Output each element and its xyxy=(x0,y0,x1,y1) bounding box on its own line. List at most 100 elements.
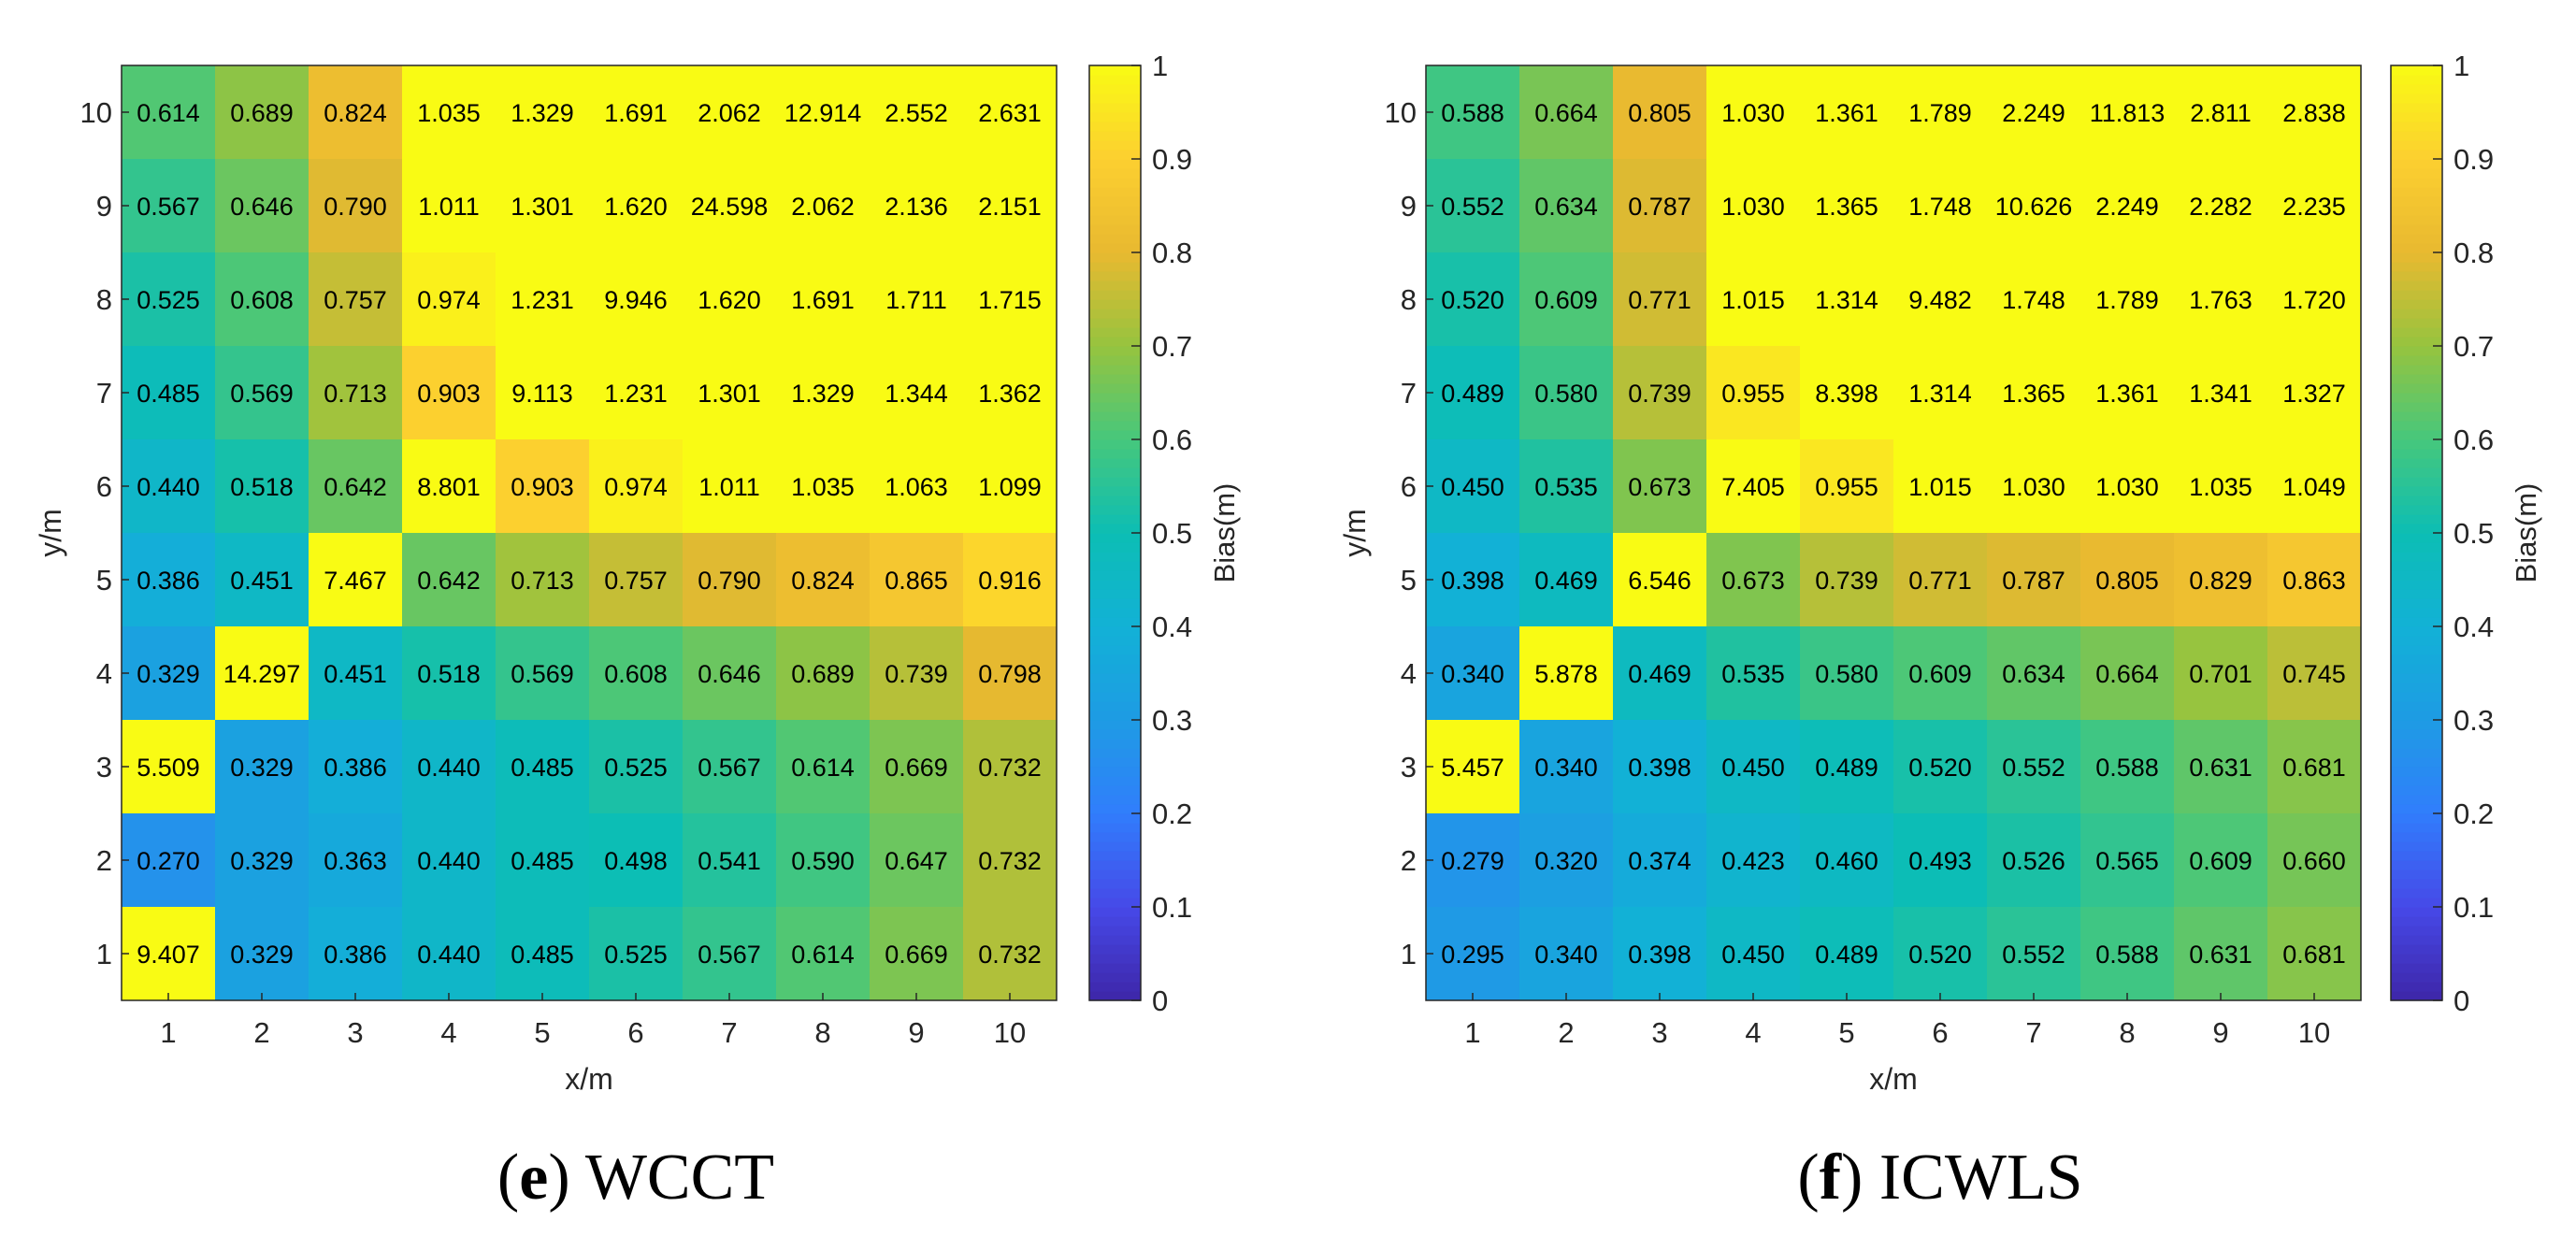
cell-value-label: 0.955 xyxy=(1721,380,1785,408)
colorbar-segment xyxy=(2391,804,2442,814)
colorbar-segment xyxy=(2391,991,2442,1001)
cell-value-label: 0.673 xyxy=(1721,567,1785,595)
heatmap-cell xyxy=(2174,720,2267,813)
cell-value-label: 0.681 xyxy=(2282,754,2346,782)
y-tick-label: 2 xyxy=(1401,844,1417,877)
heatmap-cell xyxy=(1613,533,1706,626)
colorbar-segment xyxy=(1089,299,1141,309)
colorbar-segment xyxy=(2391,813,2442,824)
cell-value-label: 0.525 xyxy=(137,286,200,314)
cell-value-label: 1.329 xyxy=(791,380,855,408)
heatmap-cell xyxy=(870,813,963,907)
colorbar-segment xyxy=(1089,393,1141,403)
cell-value-label: 10.626 xyxy=(1995,193,2073,221)
colorbar-segment xyxy=(2391,243,2442,253)
colorbar-segment xyxy=(1089,215,1141,225)
cell-value-label: 0.552 xyxy=(2002,754,2065,782)
cell-value-label: 1.063 xyxy=(885,473,948,501)
cell-value-label: 0.460 xyxy=(1815,847,1878,875)
colorbar-segment xyxy=(2391,365,2442,375)
heatmap-cell xyxy=(1613,252,1706,346)
colorbar-tick-label: 0.1 xyxy=(2454,891,2494,924)
colorbar-segment xyxy=(2391,542,2442,553)
cell-value-label: 1.035 xyxy=(791,473,855,501)
colorbar-segment xyxy=(2391,598,2442,609)
colorbar-segment xyxy=(2391,355,2442,366)
colorbar-segment xyxy=(1089,580,1141,590)
colorbar-segment xyxy=(2391,486,2442,496)
colorbar-segment xyxy=(1089,290,1141,300)
colorbar-segment xyxy=(2391,206,2442,216)
colorbar-tick-label: 0.5 xyxy=(2454,517,2494,550)
y-tick-label: 9 xyxy=(1401,190,1417,223)
cell-value-label: 0.451 xyxy=(230,567,294,595)
cell-value-label: 1.789 xyxy=(2095,286,2159,314)
heatmap-cell xyxy=(1893,813,1987,907)
cell-value-label: 1.720 xyxy=(2282,286,2346,314)
colorbar-segment xyxy=(1089,112,1141,122)
colorbar-segment xyxy=(1089,355,1141,366)
heatmap-cell xyxy=(496,439,589,533)
heatmap-cell xyxy=(1519,439,1613,533)
colorbar-segment xyxy=(2391,888,2442,898)
colorbar-segment xyxy=(1089,739,1141,749)
heatmap-cell xyxy=(1800,720,1893,813)
colorbar-tick-label: 0.9 xyxy=(2454,143,2494,176)
colorbar-segment xyxy=(1089,944,1141,955)
cell-value-label: 1.099 xyxy=(978,473,1042,501)
colorbar-segment xyxy=(1089,963,1141,973)
heatmap-cell xyxy=(1613,65,1706,159)
colorbar-segment xyxy=(2391,851,2442,861)
y-tick-label: 1 xyxy=(96,938,112,970)
colorbar-segment xyxy=(1089,832,1141,842)
caption-open-paren: ( xyxy=(1797,1142,1819,1214)
heatmap-cell xyxy=(1800,813,1893,907)
colorbar-segment xyxy=(2391,533,2442,543)
colorbar-segment xyxy=(2391,318,2442,328)
heatmap-cell xyxy=(1987,159,2080,252)
heatmap-cell xyxy=(870,346,963,439)
colorbar-segment xyxy=(2391,93,2442,104)
cell-value-label: 0.398 xyxy=(1628,941,1691,969)
y-tick-label: 8 xyxy=(1401,283,1417,316)
cell-value-label: 0.713 xyxy=(324,380,387,408)
cell-value-label: 1.035 xyxy=(417,99,481,127)
heatmap-cell xyxy=(776,346,870,439)
heatmap-cell xyxy=(2174,533,2267,626)
heatmap-cell xyxy=(1893,252,1987,346)
cell-value-label: 0.642 xyxy=(417,567,481,595)
colorbar-segment xyxy=(1089,496,1141,506)
heatmap-cell xyxy=(2080,813,2174,907)
heatmap-cell xyxy=(309,439,402,533)
colorbar-segment xyxy=(2391,402,2442,412)
cell-value-label: 0.739 xyxy=(885,660,948,688)
cell-value-label: 0.469 xyxy=(1534,567,1598,595)
colorbar-segment xyxy=(2391,421,2442,431)
cell-value-label: 2.136 xyxy=(885,193,948,221)
colorbar-segment xyxy=(2391,701,2442,711)
colorbar-segment xyxy=(2391,458,2442,468)
cell-value-label: 0.535 xyxy=(1534,473,1598,501)
cell-value-label: 2.249 xyxy=(2002,99,2065,127)
x-tick-label: 8 xyxy=(814,1016,830,1049)
colorbar-segment xyxy=(1089,767,1141,777)
heatmap-cell xyxy=(1893,159,1987,252)
cell-value-label: 0.535 xyxy=(1721,660,1785,688)
colorbar-segment xyxy=(1089,982,1141,992)
heatmap-cell xyxy=(870,626,963,720)
colorbar-segment xyxy=(1089,626,1141,637)
cell-value-label: 0.329 xyxy=(137,660,200,688)
colorbar-segment xyxy=(2391,636,2442,646)
colorbar-segment xyxy=(2391,570,2442,581)
colorbar-segment xyxy=(2391,252,2442,263)
cell-value-label: 1.789 xyxy=(1908,99,1972,127)
heatmap-cell xyxy=(2080,626,2174,720)
heatmap-cell xyxy=(1426,439,1519,533)
heatmap-cell xyxy=(1519,252,1613,346)
cell-value-label: 7.467 xyxy=(324,567,387,595)
colorbar-segment xyxy=(2391,739,2442,749)
heatmap-cell xyxy=(1987,533,2080,626)
cell-value-label: 0.609 xyxy=(2189,847,2252,875)
heatmap-cell xyxy=(776,626,870,720)
cell-value-label: 0.398 xyxy=(1628,754,1691,782)
